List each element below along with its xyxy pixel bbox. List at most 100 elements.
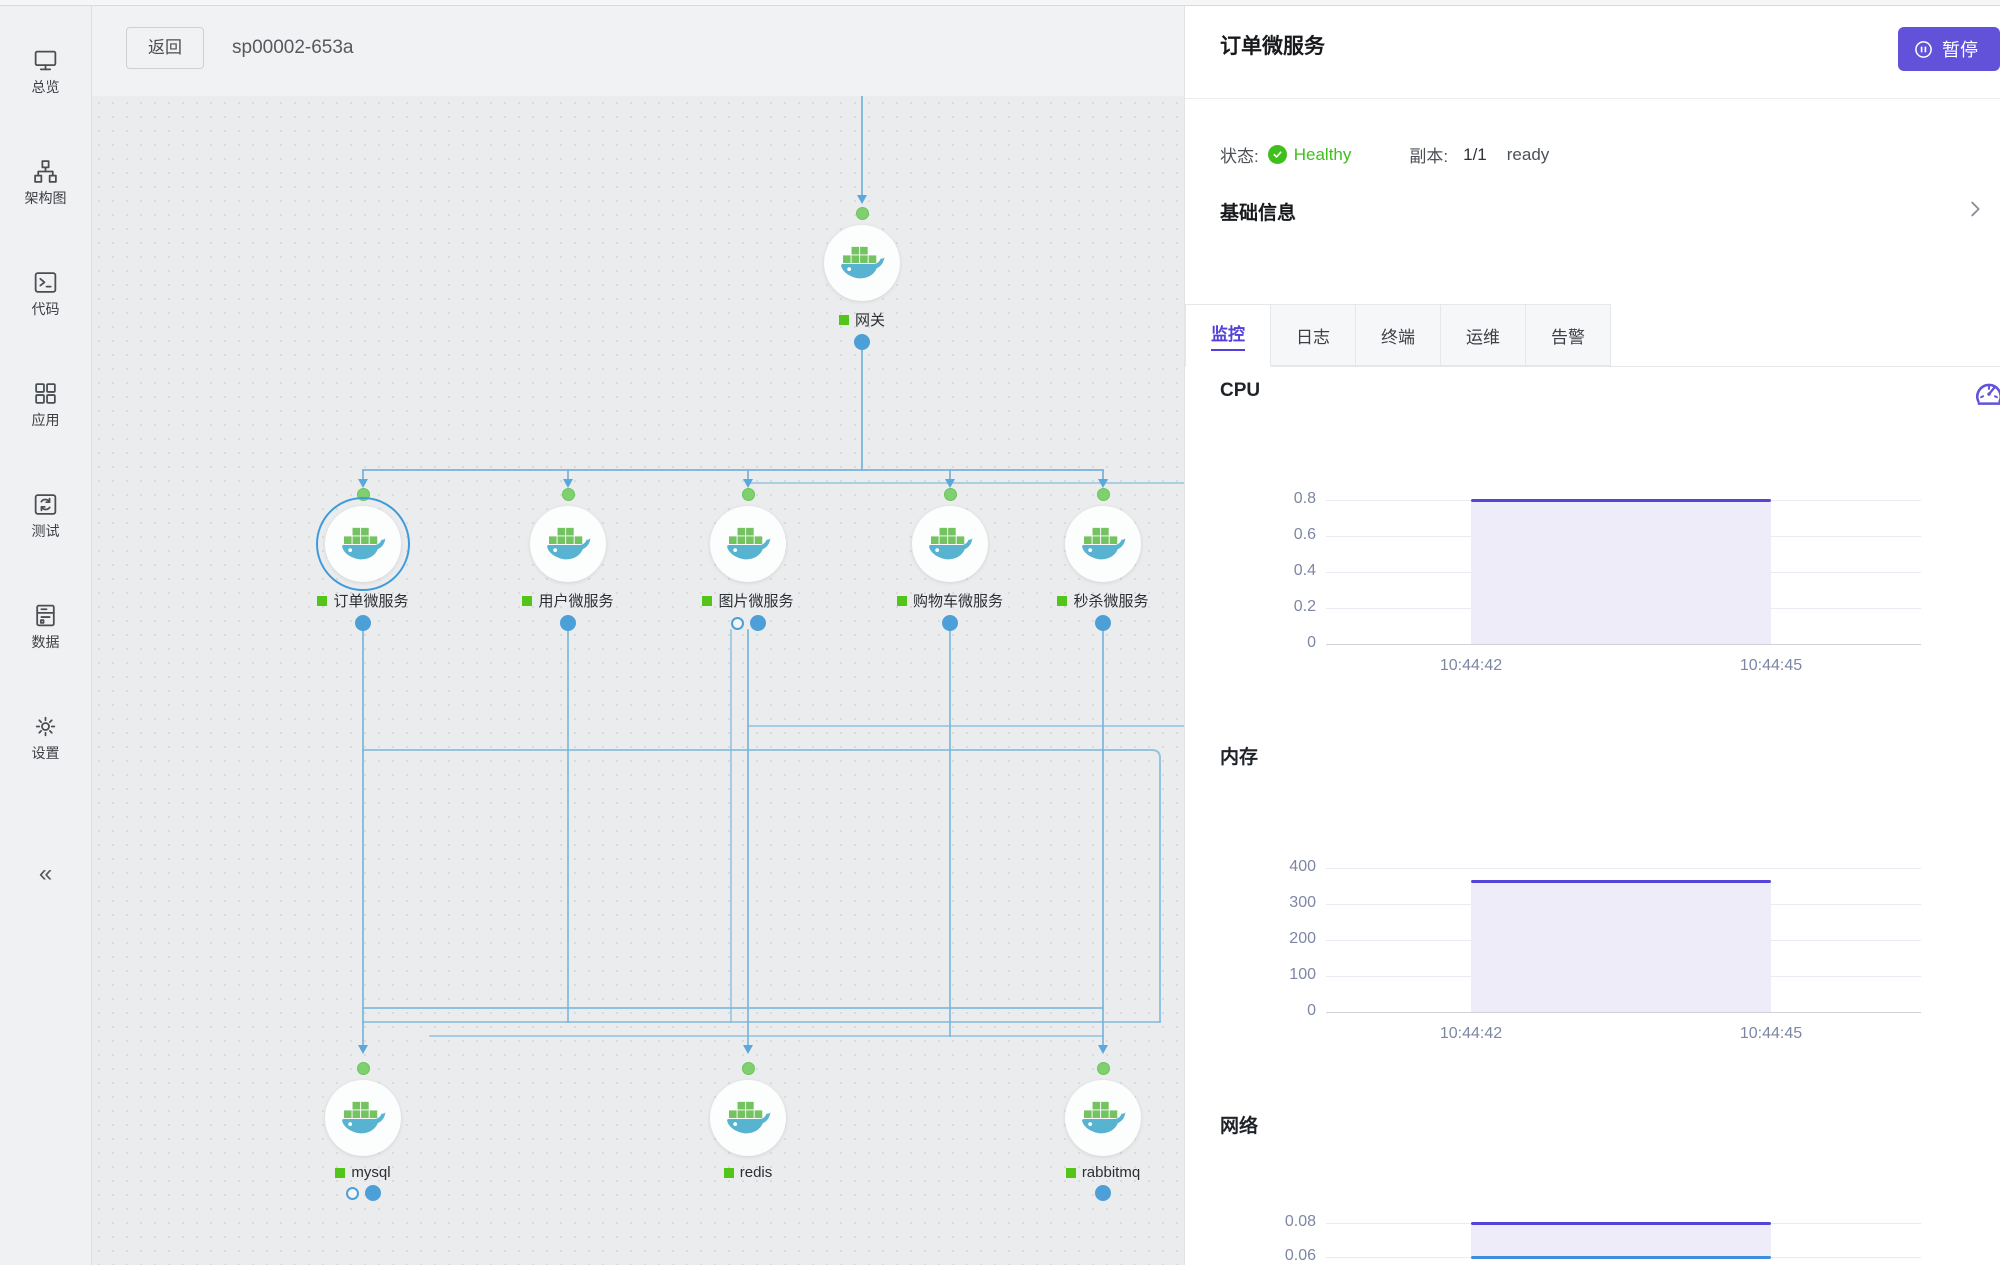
chart-title-memory: 内存 [1220, 747, 1259, 768]
docker-whale-icon [547, 527, 591, 560]
chart-area-fill [1471, 502, 1771, 644]
sidebar-item-data[interactable]: 数据 [0, 602, 92, 652]
output-port-icon[interactable] [560, 615, 576, 631]
input-port-icon[interactable] [943, 488, 957, 501]
node-circle[interactable] [710, 1080, 786, 1156]
input-port-icon[interactable] [1096, 488, 1110, 501]
node-bottom-ports [1095, 1185, 1111, 1201]
topology-node-image[interactable]: 图片微服务 [678, 488, 818, 631]
y-axis-tick-label: 0 [1307, 1002, 1316, 1019]
node-bottom-ports [345, 1185, 381, 1201]
chart-section-memory: 内存 400 300 200 100 0 10:44:42 10:44:45 [1185, 742, 2000, 1058]
docker-whale-icon [929, 527, 973, 560]
sidebar-item-settings[interactable]: 设置 [0, 713, 92, 763]
output-port-icon[interactable] [355, 615, 371, 631]
back-button[interactable]: 返回 [126, 27, 204, 69]
edge-arrowhead-icon [1098, 479, 1108, 488]
tab-label: 监控 [1211, 320, 1245, 351]
topology-node-rabbitmq[interactable]: rabbitmq [1033, 1062, 1173, 1201]
input-port-icon[interactable] [741, 488, 755, 501]
node-circle[interactable] [824, 225, 900, 301]
sidebar-item-label: 设置 [31, 745, 60, 761]
chart-line-memory-mb [1471, 879, 1771, 883]
topology-node-order[interactable]: 订单微服务 [293, 488, 433, 631]
node-label: 购物车微服务 [896, 590, 1003, 611]
output-port-icon[interactable] [1095, 615, 1111, 631]
node-circle[interactable] [325, 506, 401, 582]
secondary-port-icon[interactable] [730, 616, 744, 630]
chart-area-fill [1471, 1225, 1771, 1257]
edge-arrowhead-icon [358, 1045, 368, 1054]
edge-arrowhead-icon [857, 195, 867, 204]
window-top-strip [0, 0, 2000, 6]
edge-arrowhead-icon [743, 479, 753, 488]
input-port-icon[interactable] [356, 1062, 370, 1075]
sidebar-item-apps[interactable]: 应用 [0, 380, 92, 430]
node-circle[interactable] [325, 1080, 401, 1156]
sidebar-item-code[interactable]: 代码 [0, 269, 92, 319]
edge-arrowhead-icon [945, 479, 955, 488]
input-port-icon[interactable] [1096, 1062, 1110, 1075]
y-axis-tick-label: 0.4 [1293, 562, 1316, 579]
edge-arrowhead-icon [743, 1045, 753, 1054]
output-port-icon[interactable] [364, 1185, 381, 1201]
basic-info-heading[interactable]: 基础信息 [1220, 203, 1297, 224]
topology-node-redis[interactable]: redis [678, 1062, 818, 1201]
sidebar-item-overview[interactable]: 总览 [0, 47, 92, 97]
output-port-icon[interactable] [942, 615, 958, 631]
data-icon [36, 604, 55, 627]
sidebar-item-architecture[interactable]: 架构图 [0, 158, 92, 208]
tab-ops[interactable]: 运维 [1441, 304, 1526, 366]
node-circle[interactable] [530, 506, 606, 582]
tab-logs[interactable]: 日志 [1271, 304, 1356, 366]
gridline [1326, 644, 1921, 645]
output-port-icon[interactable] [854, 334, 870, 350]
input-port-icon[interactable] [855, 207, 869, 220]
replicas-count: 1/1 [1463, 144, 1487, 164]
y-axis-tick-label: 200 [1289, 930, 1316, 947]
pause-button[interactable]: 暂停 [1898, 27, 2000, 71]
healthy-check-icon [1267, 145, 1287, 164]
node-circle[interactable] [1065, 1080, 1141, 1156]
topology-node-mysql[interactable]: mysql [293, 1062, 433, 1201]
node-label: rabbitmq [1065, 1164, 1140, 1181]
input-port-icon[interactable] [741, 1062, 755, 1075]
node-label: redis [723, 1164, 772, 1181]
y-axis-tick-label: 300 [1289, 894, 1316, 911]
sidebar-collapse-icon[interactable]: « [38, 860, 53, 887]
topology-node-user[interactable]: 用户微服务 [498, 488, 638, 631]
code-icon [34, 272, 57, 293]
y-axis-tick-label: 0.06 [1284, 1247, 1316, 1264]
node-circle[interactable] [912, 506, 988, 582]
sidebar-item-label: 代码 [31, 301, 60, 317]
gridline [1326, 1012, 1921, 1013]
node-circle[interactable] [710, 506, 786, 582]
detail-panel: 订单微服务 暂停 状态: Healthy 副本: 1/1 ready 基础信息 … [1184, 6, 2000, 1265]
tab-label: 运维 [1466, 327, 1500, 347]
panel-tabs: 监控 日志 终端 运维 告警 [1185, 304, 2000, 367]
node-bottom-ports [854, 334, 870, 350]
tab-label: 日志 [1296, 327, 1330, 347]
output-port-icon[interactable] [1095, 1185, 1111, 1201]
input-port-icon[interactable] [561, 488, 575, 501]
node-label: mysql [335, 1164, 391, 1181]
node-circle[interactable] [1065, 506, 1141, 582]
tab-monitor[interactable]: 监控 [1185, 304, 1271, 367]
tab-terminal[interactable]: 终端 [1356, 304, 1441, 366]
topology-node-gateway[interactable]: 网关 [792, 207, 932, 350]
status-square-icon [335, 1167, 346, 1178]
chevron-right-icon[interactable] [1964, 198, 1986, 220]
chart-title-network: 网络 [1220, 1116, 1259, 1137]
edge-arrowhead-icon [1098, 1045, 1108, 1054]
overview-icon [34, 50, 57, 71]
sidebar-item-test[interactable]: 测试 [0, 491, 92, 541]
tab-alerts[interactable]: 告警 [1526, 304, 1611, 366]
gridline [1326, 868, 1921, 869]
secondary-port-icon[interactable] [345, 1186, 359, 1200]
topology-canvas[interactable]: 网关订单微服务 用户微服务 图片微服务 购物车微服务 秒杀微服务 mysql redis ra… [92, 96, 1184, 1265]
topology-node-cart[interactable]: 购物车微服务 [880, 488, 1020, 631]
output-port-icon[interactable] [749, 615, 766, 631]
architecture-icon [34, 160, 57, 183]
sidebar-item-label: 应用 [31, 412, 60, 428]
topology-node-seckill[interactable]: 秒杀微服务 [1033, 488, 1173, 631]
